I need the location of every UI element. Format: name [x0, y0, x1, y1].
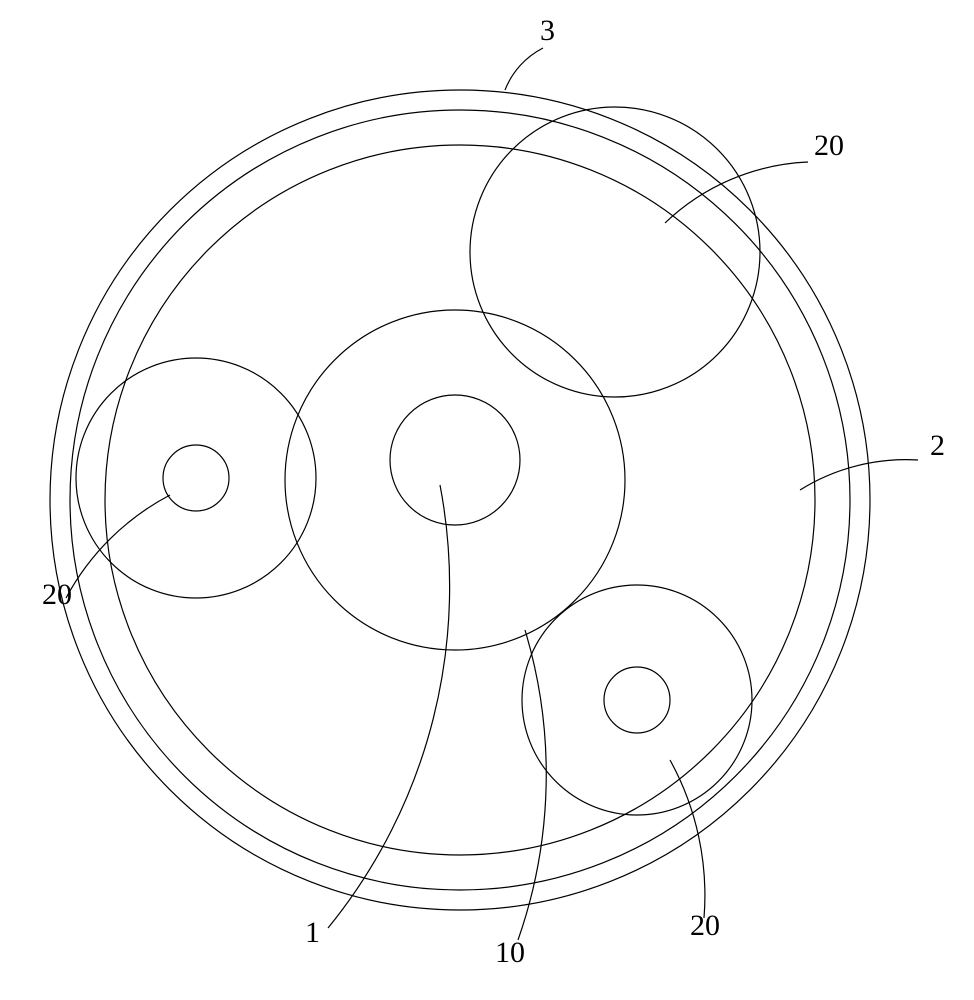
- callout-leader-10-5: [518, 630, 546, 940]
- satellite-top-right: [470, 107, 760, 397]
- callout-label-10-5: 10: [495, 936, 525, 969]
- callout-leader-2-2: [800, 460, 918, 490]
- technical-diagram: 3 20 2 20 1 10 20: [0, 0, 974, 1000]
- outer-ring-inner: [70, 110, 850, 890]
- callout-leader-3-0: [505, 48, 543, 90]
- callout-leader-20-1: [665, 162, 808, 223]
- callout-leader-20-3: [66, 495, 170, 598]
- callout-leader-20-6: [670, 760, 705, 918]
- callout-label-20-1: 20: [814, 129, 844, 162]
- callout-leader-1-4: [328, 485, 450, 928]
- satellite-bottom-right-inner: [604, 667, 670, 733]
- callouts-group: 3 20 2 20 1 10 20: [42, 14, 945, 969]
- callout-label-2-2: 2: [930, 429, 945, 462]
- satellite-bottom-right: [522, 585, 752, 815]
- center-inner-circle: [390, 395, 520, 525]
- outer-ring-outer: [50, 90, 870, 910]
- satellite-left-inner: [163, 445, 229, 511]
- satellite-left: [76, 358, 316, 598]
- callout-label-1-4: 1: [305, 916, 320, 949]
- callout-label-3-0: 3: [540, 14, 555, 47]
- callout-label-20-3: 20: [42, 578, 72, 611]
- callout-label-20-6: 20: [690, 909, 720, 942]
- shapes-group: [50, 90, 870, 910]
- center-outer-circle: [285, 310, 625, 650]
- inner-large-circle: [105, 145, 815, 855]
